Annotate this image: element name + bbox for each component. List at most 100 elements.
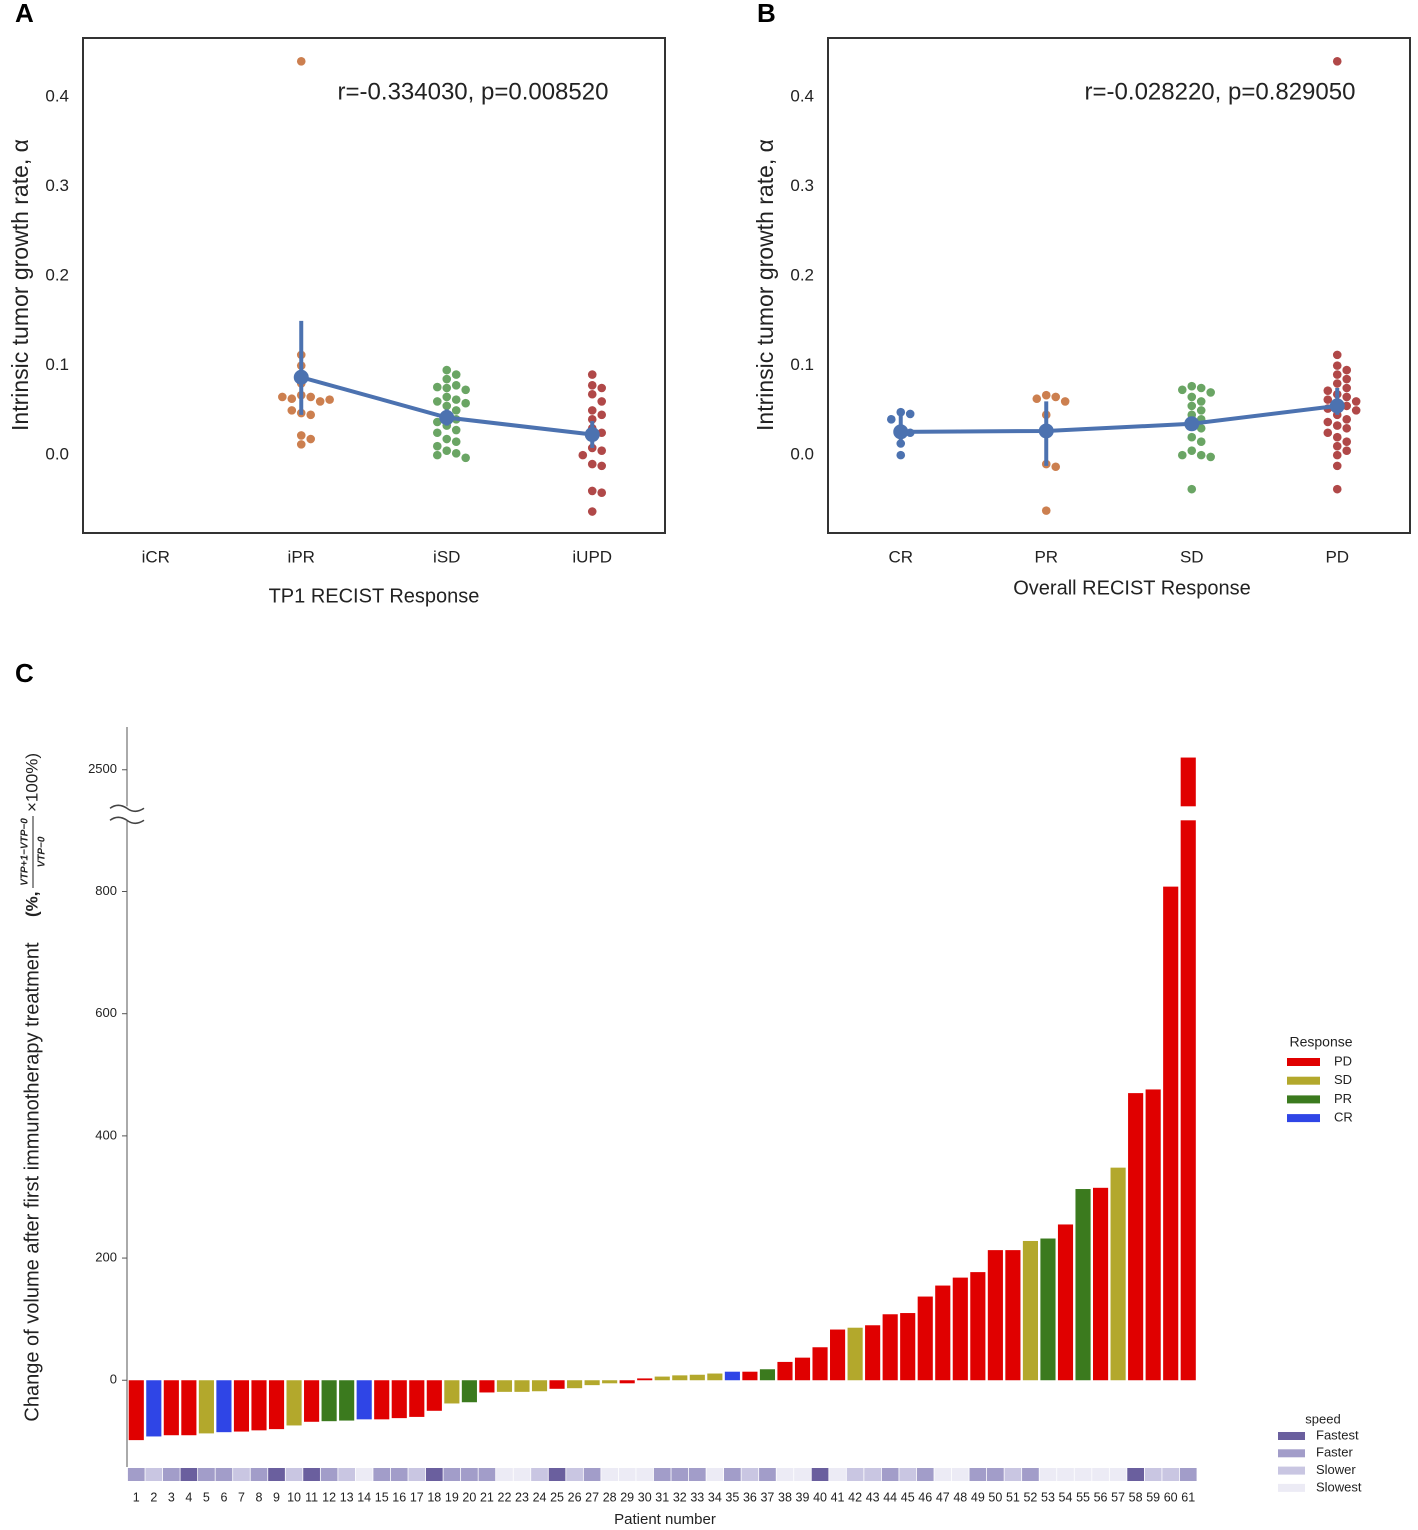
bar [251,1380,267,1431]
speed-cell [566,1468,583,1481]
speed-cell [636,1468,654,1481]
mean-point [439,410,455,426]
data-point [1342,423,1352,433]
data-point [1342,392,1352,402]
data-point [451,381,461,390]
x-tick-label: 43 [866,1490,880,1504]
data-point [1196,406,1206,415]
speed-cell [1039,1468,1057,1481]
data-point [1342,437,1352,446]
speed-cell [741,1468,759,1481]
data-point [451,449,461,458]
bar [567,1380,583,1389]
speed-cell [268,1468,285,1481]
data-point [442,434,452,444]
data-point [451,395,461,404]
x-tick-label: iSD [433,547,460,566]
bar [742,1371,758,1381]
x-tick-label: iPR [288,547,315,566]
data-point [461,453,470,463]
bar [1163,886,1179,1381]
speed-cell [724,1468,741,1481]
data-point [1332,361,1342,370]
x-tick-label: 6 [220,1490,227,1504]
y-tick-label: 0.1 [790,355,814,374]
legend-swatch [1287,1095,1320,1104]
data-point [1177,450,1187,460]
bar [830,1329,846,1381]
data-point [442,374,452,384]
plot-frame [827,37,1411,534]
speed-cell [443,1468,461,1481]
bar [935,1285,951,1381]
speed-cell [478,1468,496,1481]
data-point [1187,484,1197,494]
y-tick-label: 0.0 [45,445,69,464]
x-tick-label: 57 [1111,1490,1125,1504]
y-tick-label: 400 [95,1127,117,1142]
data-point [451,425,461,435]
data-point [287,394,297,404]
data-point [287,406,297,415]
x-tick-label: 25 [550,1490,564,1504]
x-tick-label: 44 [883,1490,897,1504]
data-point [1196,437,1206,446]
data-point [1187,381,1197,391]
speed-cell [846,1468,864,1481]
legend-label: CR [1334,1110,1353,1125]
bar [1110,1167,1126,1381]
x-tick-label: 27 [585,1490,599,1504]
data-point [587,389,597,399]
data-point [296,56,306,66]
data-point [1342,401,1352,411]
x-tick-label: 47 [936,1490,950,1504]
data-point [587,459,597,469]
bar [198,1380,214,1434]
bar [426,1380,442,1411]
x-tick-label: 40 [813,1490,827,1504]
legend-title: speed [1305,1411,1340,1426]
speed-cell [583,1468,601,1481]
data-point [442,365,452,375]
data-point [1332,350,1342,360]
bar [619,1380,635,1384]
data-point [597,383,607,393]
speed-cell [1022,1468,1039,1481]
bar [900,1313,916,1381]
mean-point [1038,423,1054,439]
data-point [1342,383,1352,393]
bar [952,1277,968,1381]
legend-label: Slower [1316,1462,1356,1477]
formula: (%, VTP+1−VTP−0 VTP−0 ×100%) [20,753,48,917]
y-tick-label: 0.0 [790,445,814,464]
break-mark [109,804,145,825]
bar [304,1380,320,1422]
speed-cell [338,1468,356,1481]
data-point [278,392,287,402]
x-tick-label: iUPD [572,547,612,566]
y-tick-label: 0.4 [790,87,814,106]
x-tick-label: 2 [150,1490,157,1504]
data-point [325,395,334,404]
data-point [1196,397,1206,406]
formula-numerator: VTP+1−VTP−0 [20,818,31,886]
data-point [896,450,906,460]
data-point [1051,392,1061,402]
x-tick-label: PD [1325,547,1349,566]
data-point [1041,390,1051,400]
x-tick-label: 1 [133,1490,140,1504]
data-point [451,437,461,446]
x-tick-label: 36 [743,1490,757,1504]
x-tick-label: 23 [515,1490,529,1504]
x-tick-label: 50 [988,1490,1002,1504]
bar [987,1250,1003,1381]
data-point [442,401,452,411]
bar [339,1380,355,1421]
data-point [1342,446,1352,455]
legend-swatch [1287,1076,1320,1085]
speed-cell [285,1468,303,1481]
bar [917,1296,933,1381]
y-tick-label: 0.2 [790,266,814,285]
x-tick-label: 61 [1181,1490,1195,1504]
speed-cell [969,1468,987,1481]
